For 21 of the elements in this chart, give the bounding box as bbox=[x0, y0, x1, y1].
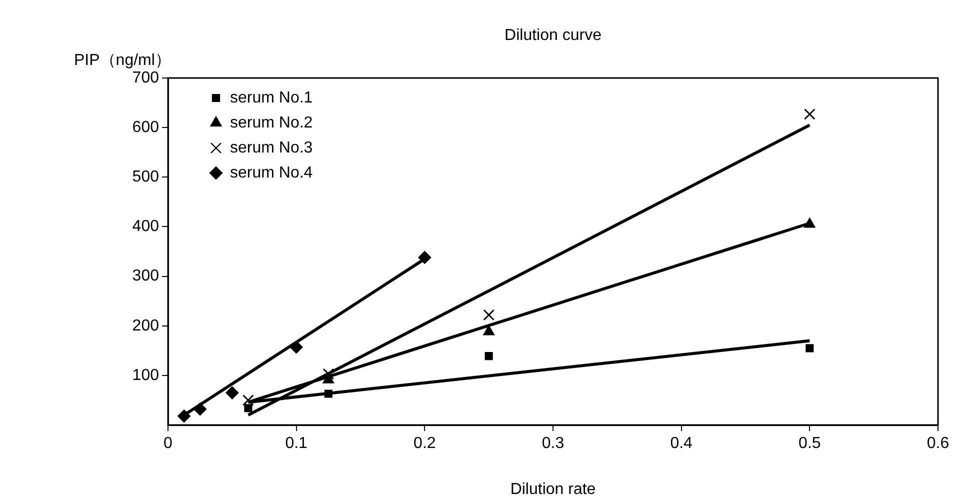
x-tick-label: 0 bbox=[164, 435, 173, 452]
y-tick-label: 200 bbox=[132, 317, 160, 334]
y-tick-label: 500 bbox=[132, 168, 160, 186]
legend-label: serum No.3 bbox=[230, 139, 313, 156]
x-tick-label: 0.5 bbox=[798, 435, 821, 452]
y-tick-label: 300 bbox=[132, 268, 160, 285]
legend-label: serum No.1 bbox=[230, 89, 313, 106]
x-tick-label: 0.2 bbox=[414, 435, 436, 452]
chart-title: Dilution curve bbox=[504, 27, 602, 44]
y-tick-label: 400 bbox=[132, 218, 160, 236]
legend-label: serum No.4 bbox=[230, 164, 313, 182]
y-tick-label: 700 bbox=[132, 69, 160, 86]
y-tick-label: 100 bbox=[132, 366, 160, 384]
y-axis-title: PIP（ng/ml） bbox=[74, 52, 171, 69]
legend-label: serum No.2 bbox=[230, 114, 313, 132]
x-tick-label: 0.1 bbox=[285, 435, 308, 452]
x-tick-label: 0.6 bbox=[926, 435, 950, 452]
x-tick-label: 0.3 bbox=[542, 435, 564, 452]
x-axis-title: Dilution rate bbox=[510, 481, 596, 498]
x-tick-label: 0.4 bbox=[670, 435, 693, 452]
y-tick-label: 600 bbox=[132, 118, 160, 136]
